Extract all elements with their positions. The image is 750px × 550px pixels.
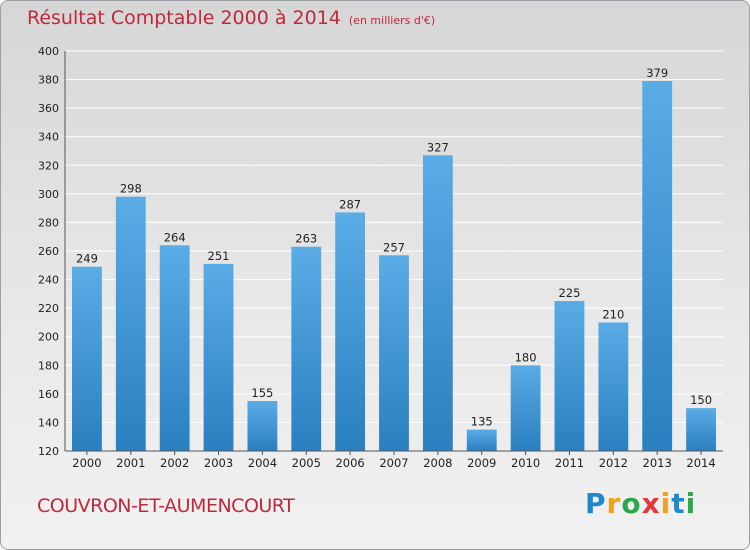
x-tick-label-2008: 2008 [423, 456, 452, 470]
x-tick-label-2012: 2012 [599, 456, 628, 470]
x-tick-label-2004: 2004 [248, 456, 277, 470]
bar-2013 [642, 81, 673, 451]
bar-2001 [115, 196, 146, 451]
proxiti-logo: Proxiti [585, 487, 696, 520]
y-tick-label: 360 [38, 102, 59, 115]
data-label-2010: 180 [515, 350, 537, 364]
x-tick-label-2007: 2007 [379, 456, 408, 470]
data-label-2009: 135 [471, 415, 493, 429]
data-label-2011: 225 [558, 286, 580, 300]
y-tick-label: 220 [38, 302, 59, 315]
data-label-2006: 287 [339, 197, 361, 211]
data-label-2000: 249 [76, 252, 98, 266]
data-label-2012: 210 [602, 307, 624, 321]
x-tick-label-2013: 2013 [643, 456, 672, 470]
y-tick-label: 260 [38, 245, 59, 258]
data-label-2001: 298 [120, 182, 142, 196]
y-tick-label: 120 [38, 445, 59, 458]
bar-2010 [510, 365, 541, 451]
y-tick-label: 180 [38, 359, 59, 372]
x-tick-label-2006: 2006 [335, 456, 364, 470]
y-tick-label: 280 [38, 216, 59, 229]
y-tick-label: 380 [38, 74, 59, 87]
bar-2008 [422, 155, 453, 452]
logo-letter: i [660, 487, 672, 520]
y-tick-label: 400 [38, 45, 59, 58]
y-tick-label: 140 [38, 416, 59, 429]
x-tick-label-2001: 2001 [116, 456, 145, 470]
y-tick-label: 340 [38, 131, 59, 144]
bar-2006 [335, 212, 366, 451]
bar-2011 [554, 301, 585, 451]
bar-2009 [466, 429, 497, 451]
data-label-2005: 263 [295, 232, 317, 246]
bar-2005 [291, 246, 322, 451]
y-tick-label: 160 [38, 388, 59, 401]
chart-title: Résultat Comptable 2000 à 2014 (en millie… [27, 7, 435, 29]
data-label-2002: 264 [164, 230, 186, 244]
y-tick-label: 320 [38, 159, 59, 172]
data-label-2004: 155 [251, 386, 273, 400]
logo-letter: P [585, 487, 607, 520]
logo-letter: i [685, 487, 697, 520]
bar-2014 [686, 408, 716, 451]
logo-letter: x [641, 487, 661, 520]
y-tick-label: 240 [38, 274, 59, 287]
bar-2007 [379, 255, 409, 451]
x-tick-label-2014: 2014 [686, 456, 715, 470]
x-tick-label-2009: 2009 [467, 456, 496, 470]
title-main: Résultat Comptable 2000 à 2014 [27, 7, 341, 29]
bar-2002 [159, 245, 190, 451]
bar-2012 [598, 322, 629, 451]
x-tick-label-2005: 2005 [292, 456, 321, 470]
logo-letter: t [671, 487, 686, 520]
y-tick-label: 300 [38, 188, 59, 201]
data-label-2013: 379 [646, 66, 668, 80]
x-tick-label-2010: 2010 [511, 456, 540, 470]
y-tick-label: 200 [38, 331, 59, 344]
data-label-2014: 150 [690, 393, 712, 407]
bar-2003 [203, 263, 234, 451]
commune-name: COUVRON-ET-AUMENCOURT [37, 495, 295, 517]
x-tick-label-2000: 2000 [72, 456, 101, 470]
logo-letter: r [606, 487, 622, 520]
bar-2004 [247, 401, 278, 451]
logo-letter: o [621, 487, 642, 520]
title-unit: (en milliers d'€) [348, 14, 436, 27]
x-tick-label-2002: 2002 [160, 456, 189, 470]
data-label-2003: 251 [208, 249, 230, 263]
data-label-2008: 327 [427, 140, 449, 154]
x-tick-label-2003: 2003 [204, 456, 233, 470]
x-tick-label-2011: 2011 [555, 456, 584, 470]
bar-2000 [72, 266, 102, 451]
data-label-2007: 257 [383, 240, 405, 254]
